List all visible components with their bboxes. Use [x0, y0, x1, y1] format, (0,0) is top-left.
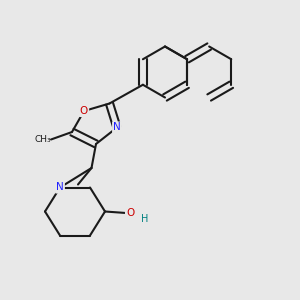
Text: O: O [80, 106, 88, 116]
Text: H: H [141, 214, 148, 224]
Text: CH₃: CH₃ [34, 135, 51, 144]
Text: N: N [56, 182, 64, 193]
Text: N: N [113, 122, 121, 133]
Text: O: O [126, 208, 134, 218]
